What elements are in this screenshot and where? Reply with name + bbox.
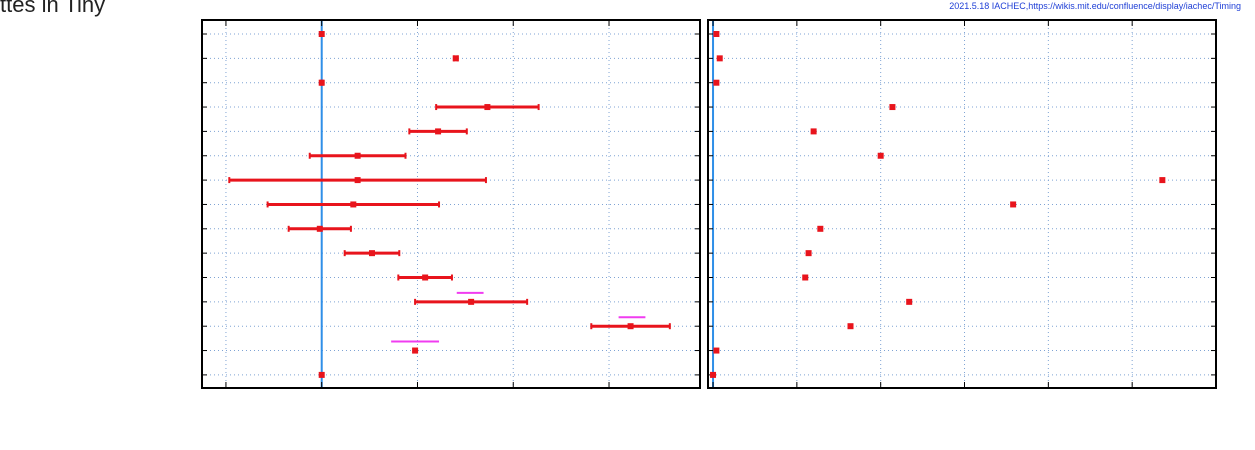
data-point	[802, 274, 809, 281]
data-point	[716, 55, 723, 62]
data-point	[805, 250, 812, 257]
data-point	[435, 128, 442, 135]
data-point	[889, 104, 896, 111]
data-point	[1159, 177, 1166, 184]
data-point	[318, 79, 325, 86]
data-point	[350, 201, 357, 208]
data-point	[713, 79, 720, 86]
data-point	[713, 31, 720, 37]
panel-timing-deviation	[707, 19, 1217, 389]
data-point	[354, 152, 361, 159]
page-heading: ttes in Tiny	[0, 0, 106, 17]
panel-absolute-timing	[201, 19, 701, 389]
data-point	[847, 323, 854, 330]
data-point	[412, 347, 419, 354]
data-point	[368, 250, 375, 257]
data-point	[468, 298, 475, 305]
data-point	[1010, 201, 1017, 208]
data-point	[318, 371, 325, 378]
data-point	[354, 177, 361, 184]
data-point	[710, 371, 717, 378]
data-point	[422, 274, 429, 281]
data-point	[713, 347, 720, 354]
data-point	[452, 55, 459, 62]
data-point	[877, 152, 884, 159]
data-point	[627, 323, 634, 330]
data-point	[810, 128, 817, 135]
credit-line: 2021.5.18 IACHEC,https://wikis.mit.edu/c…	[949, 1, 1241, 11]
data-point	[817, 225, 824, 232]
data-point	[906, 298, 913, 305]
data-point	[316, 225, 323, 232]
data-point	[318, 31, 325, 37]
data-point	[484, 104, 491, 111]
